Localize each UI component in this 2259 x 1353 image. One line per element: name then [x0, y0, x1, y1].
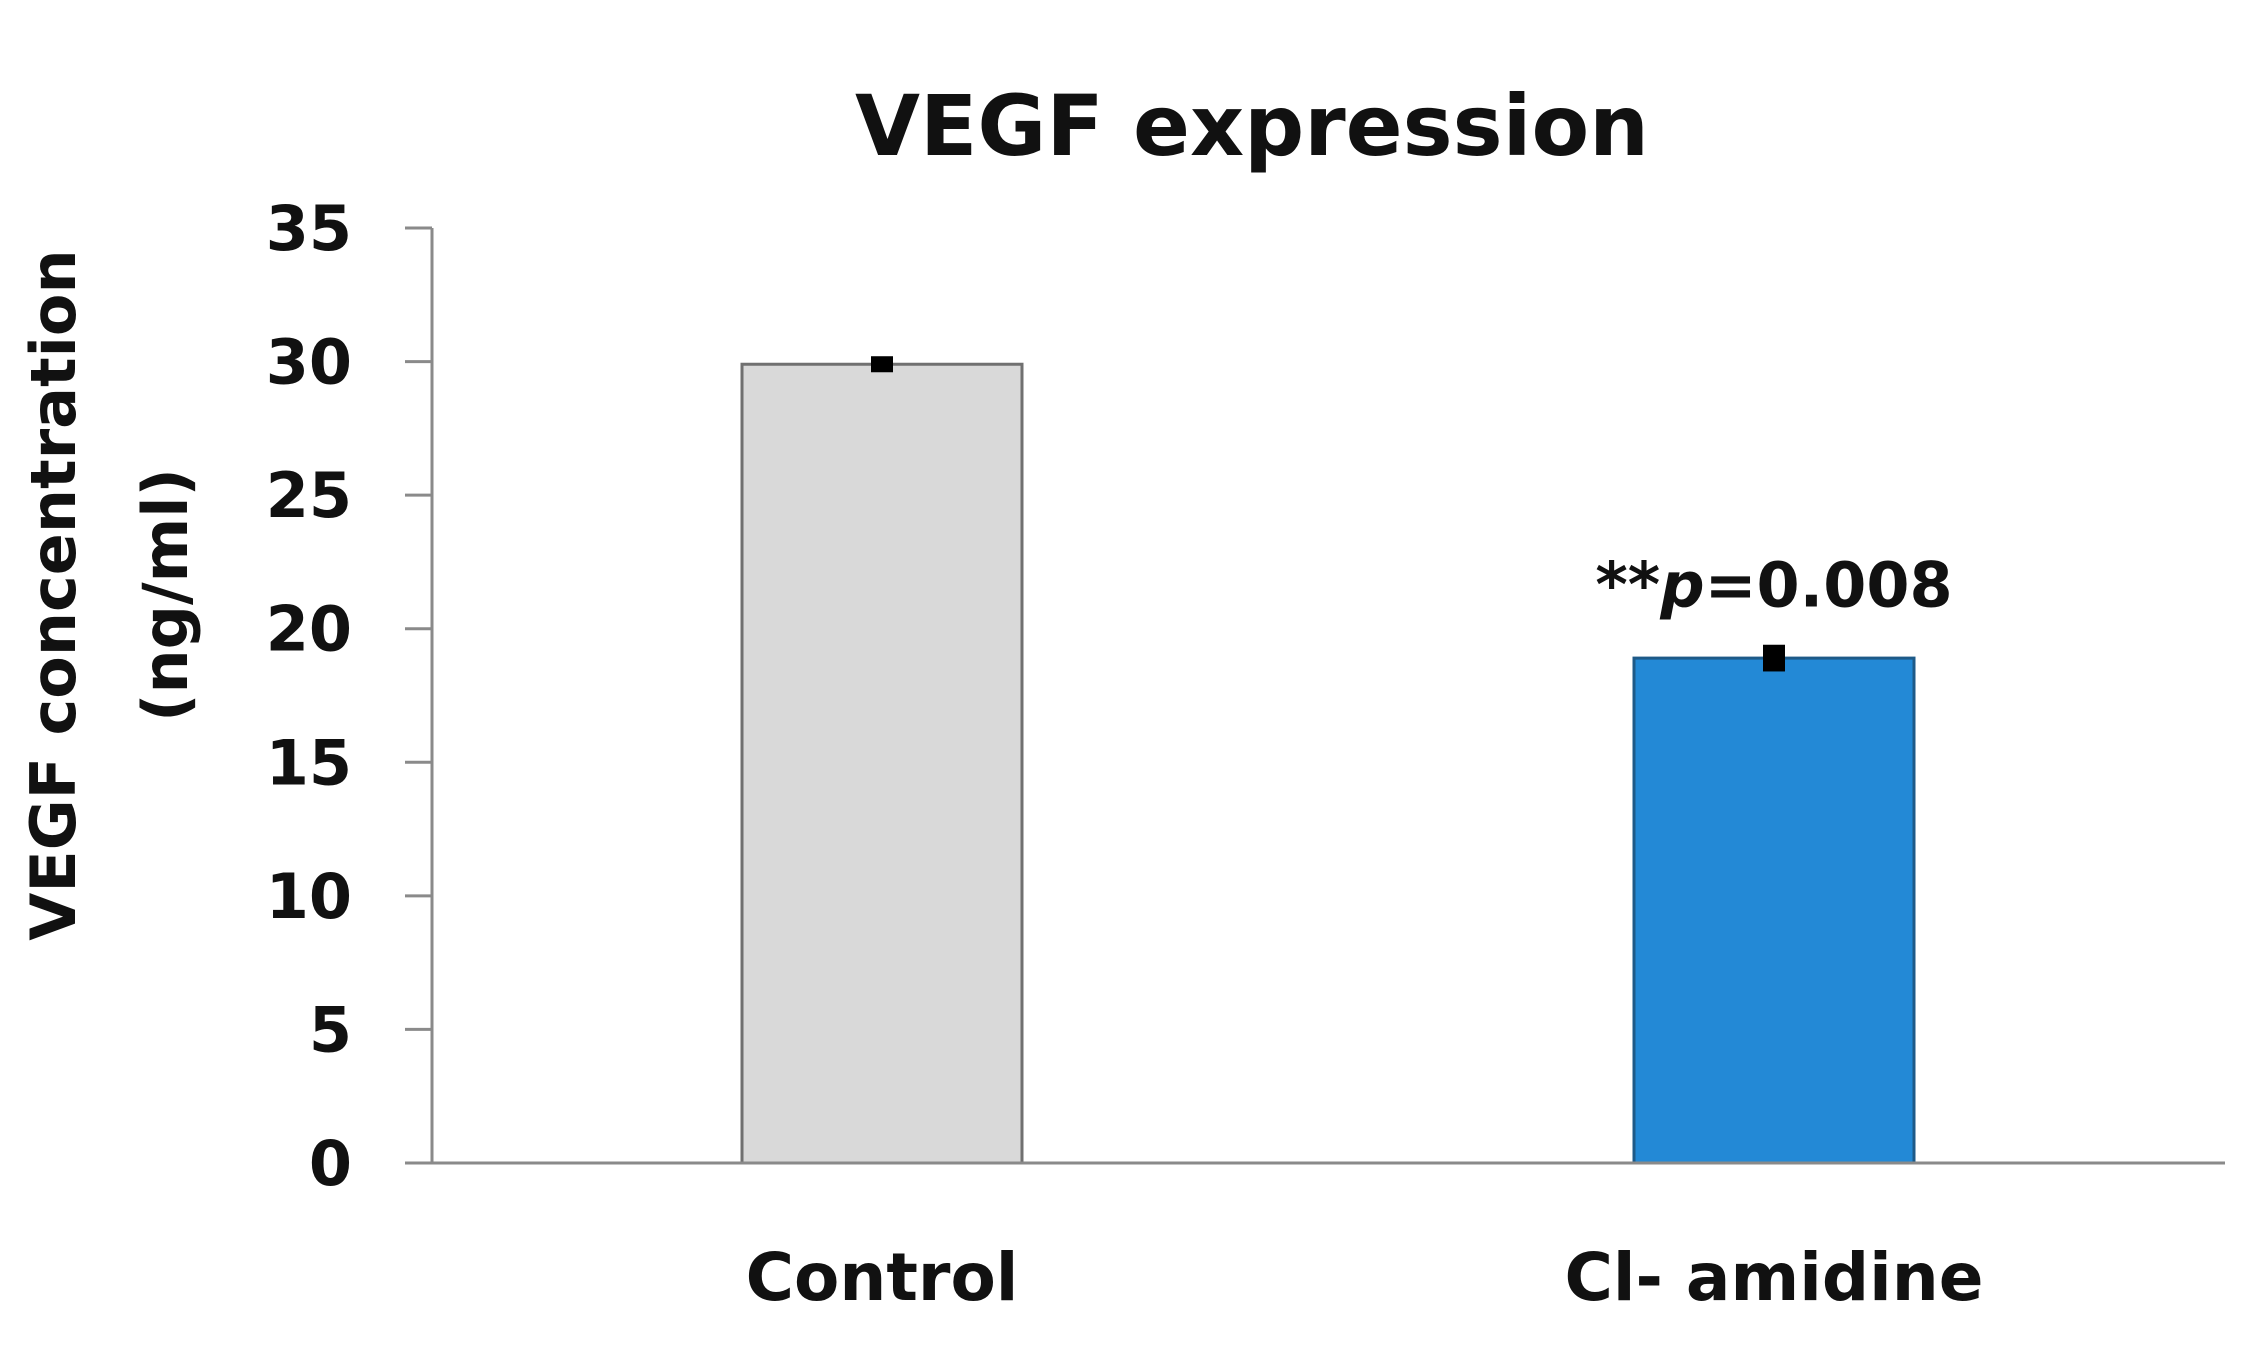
x-axis-labels: Control Cl- amidine	[746, 1239, 1984, 1316]
y-tick-label: 30	[266, 326, 352, 399]
y-axis-ticks: 0 5 10 15 20 25 30 35	[266, 192, 432, 1200]
p-symbol: p	[1659, 549, 1704, 622]
y-axis-label-group: VEGF concentration (ng/ml)	[17, 249, 202, 940]
bar-cl-amidine	[1632, 656, 1916, 1165]
significance-stars: **	[1595, 549, 1660, 622]
error-bar	[1763, 644, 1785, 672]
annotations-group: **p=0.008	[1595, 549, 1952, 622]
y-axis-label-line-1: VEGF concentration	[17, 249, 90, 940]
bar-control	[740, 362, 1024, 1165]
y-tick-label: 15	[266, 726, 352, 799]
significance-annotation: **p=0.008	[1595, 549, 1952, 622]
x-tick-label: Control	[746, 1239, 1019, 1316]
y-tick-label: 0	[309, 1127, 352, 1200]
chart-title-group: VEGF expression	[855, 77, 1649, 175]
p-value: =0.008	[1705, 549, 1953, 622]
y-tick-label: 25	[266, 459, 352, 532]
y-tick-label: 10	[266, 860, 352, 933]
y-tick-label: 35	[266, 192, 352, 265]
bars-group	[740, 362, 1916, 1165]
y-tick-label: 20	[266, 593, 352, 666]
chart-title: VEGF expression	[855, 77, 1649, 175]
x-tick-label: Cl- amidine	[1565, 1239, 1984, 1316]
error-bar	[871, 356, 893, 373]
y-tick-label: 5	[309, 993, 352, 1066]
error-bars-group	[871, 356, 1785, 672]
y-axis-label-line-2: (ng/ml)	[129, 468, 202, 722]
